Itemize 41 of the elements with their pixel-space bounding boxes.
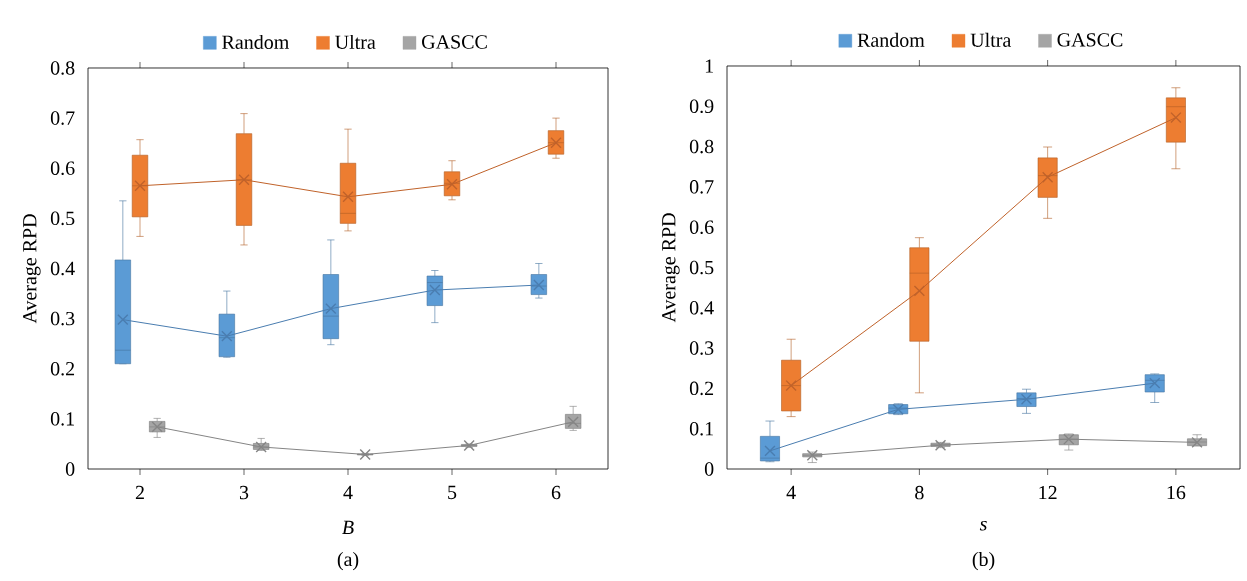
y-tick-label: 0 (704, 462, 714, 476)
text: (b) (972, 552, 995, 571)
y-tick-label: 0.4 (689, 301, 714, 315)
legend-label: GASCC (422, 35, 487, 49)
y-tick-label: 0.5 (50, 211, 75, 226)
x-tick-label: 2 (135, 485, 144, 500)
legend-label: Random (222, 34, 289, 49)
y-tick-label: 0.7 (689, 180, 714, 194)
y-tick-label: 0.6 (50, 161, 75, 176)
legend-label: Ultra (335, 34, 376, 49)
x-tick-label: 4 (786, 485, 796, 500)
x-tick-label: 4 (343, 485, 353, 500)
x-tick-label: 8 (915, 485, 924, 500)
y-tick-label: 0.5 (689, 260, 714, 275)
y-tick-label: 0.3 (50, 311, 75, 326)
y-tick-label: 0.6 (689, 220, 714, 234)
y-tick-label: 1 (705, 59, 713, 73)
x-axis-title: s (979, 520, 987, 531)
y-tick-label: 0.9 (689, 99, 714, 114)
y-tick-label: 0 (65, 462, 75, 476)
y-tick-label: 0.2 (50, 361, 75, 376)
x-axis-title: B (342, 520, 354, 534)
y-tick-label: 0.1 (50, 412, 74, 426)
y-tick-label: 0.2 (689, 381, 714, 396)
x-tick-label: 5 (448, 485, 457, 500)
y-tick-label: 0.8 (50, 61, 75, 75)
x-tick-label: 16 (1167, 485, 1186, 500)
text: (a) (337, 552, 359, 571)
y-axis-title: Average RPD (662, 213, 680, 323)
legend-label: Ultra (970, 32, 1012, 47)
y-tick-label: 0.8 (689, 139, 714, 154)
legend-label: Random (857, 32, 925, 47)
y-tick-label: 0.7 (50, 111, 75, 125)
legend-label: GASCC (1057, 33, 1123, 47)
y-tick-label: 0.4 (50, 261, 75, 276)
y-axis-title: Average RPD (23, 214, 41, 324)
x-tick-label: 12 (1039, 485, 1057, 500)
y-tick-label: 0.3 (689, 341, 714, 355)
y-tick-label: 0.1 (689, 421, 713, 436)
x-tick-label: 3 (239, 485, 249, 500)
x-tick-label: 6 (551, 485, 561, 500)
